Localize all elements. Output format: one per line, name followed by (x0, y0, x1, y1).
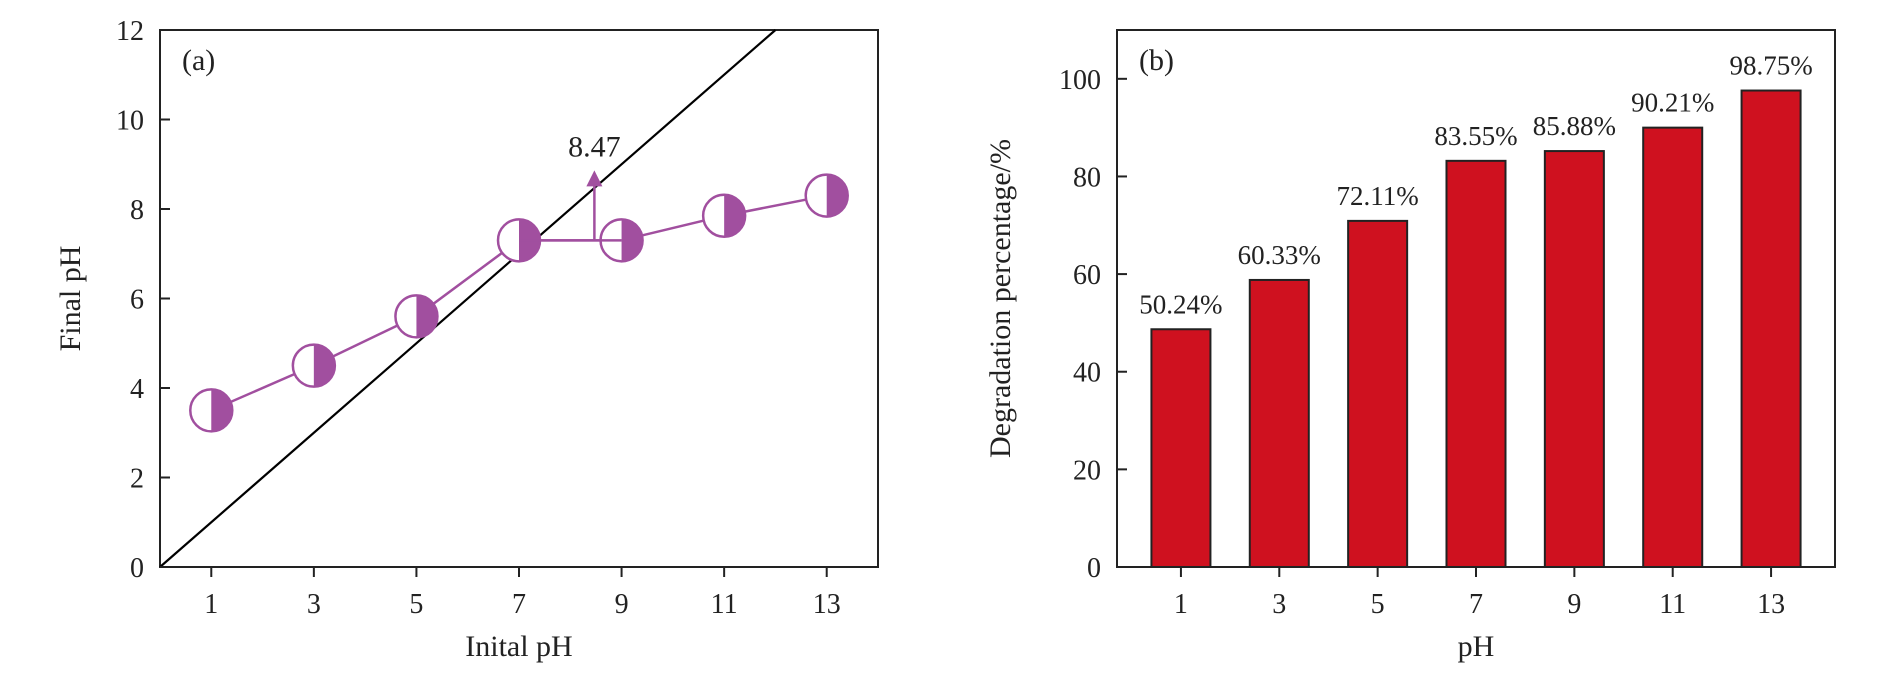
bar-data-label: 85.88% (1533, 111, 1616, 141)
x-tick-label: 1 (204, 589, 218, 620)
x-tick-label: 3 (1272, 589, 1286, 620)
data-point (291, 343, 337, 388)
data-point-fill (826, 174, 848, 217)
bar-data-label: 72.11% (1337, 181, 1419, 211)
panel-b-x-axis-label: pH (1458, 630, 1495, 663)
y-tick-label: 12 (116, 16, 144, 47)
panel-a-y-axis-label: Final pH (54, 246, 87, 352)
reference-line-group (159, 29, 777, 568)
y-tick-label: 40 (1073, 358, 1101, 389)
data-point (804, 173, 849, 218)
y-tick-label: 80 (1073, 162, 1101, 193)
x-tick-label: 5 (1371, 589, 1385, 620)
x-tick-label: 1 (1174, 589, 1188, 620)
degradation-bars (1150, 89, 1802, 569)
panel-b-y-axis-label: Degradation percentage/% (984, 139, 1017, 458)
annotation-text: 8.47 (568, 130, 621, 163)
x-tick-label: 5 (409, 589, 423, 620)
y-tick-label: 6 (130, 285, 144, 316)
bar (1543, 150, 1605, 568)
data-point-fill (621, 219, 643, 262)
panel-b-label: (b) (1139, 44, 1174, 77)
panel-a-plot-frame (159, 29, 879, 568)
x-tick-label: 7 (1469, 589, 1483, 620)
annotation-group: 8.47 (519, 130, 622, 242)
x-tick-label: 9 (615, 589, 629, 620)
annotation-arrowhead (586, 170, 603, 187)
panel-b-y-axis-ticks: 0 20 40 60 80 100 (1059, 65, 1127, 584)
panel-a-y-axis-ticks: 0 2 4 6 8 10 12 (116, 16, 170, 584)
x-tick-label: 3 (307, 589, 321, 620)
bar-data-label: 90.21% (1631, 88, 1714, 118)
y-tick-label: 4 (130, 374, 144, 405)
x-tick-label: 7 (512, 589, 526, 620)
panel-a-x-axis-label: Inital pH (465, 630, 572, 663)
y-tick-label: 0 (1087, 553, 1101, 584)
y-tick-label: 8 (130, 195, 144, 226)
x-tick-label: 9 (1567, 589, 1581, 620)
data-point (394, 294, 439, 339)
final-ph-series (189, 173, 849, 433)
data-point (189, 388, 234, 433)
data-point-fill (211, 389, 233, 432)
y-tick-label: 60 (1073, 260, 1101, 291)
y-tick-label: 0 (130, 553, 144, 584)
bar-data-label: 83.55% (1434, 121, 1517, 151)
bar-data-label: 60.33% (1238, 240, 1321, 270)
bar (1248, 278, 1310, 568)
panel-b-degradation-chart: 50.24% 60.33% 72.11% 83.55% 85.88% 90.21% 98.7… (984, 29, 1836, 663)
y-tick-label: 2 (130, 464, 144, 495)
x-tick-label: 13 (813, 589, 841, 620)
y-tick-label: 10 (116, 106, 144, 137)
bar (1347, 219, 1409, 568)
panel-a-x-axis-ticks: 1 3 5 7 9 11 13 (204, 567, 841, 620)
y-tick-label: 20 (1073, 455, 1101, 486)
x-tick-label: 13 (1757, 589, 1785, 620)
data-point-fill (313, 344, 335, 387)
bar (1642, 126, 1704, 569)
panel-a-label: (a) (182, 44, 215, 77)
bar-data-label: 98.75% (1729, 51, 1812, 81)
panel-b-x-axis-ticks: 1 3 5 7 9 11 13 (1174, 567, 1785, 620)
x-tick-label: 11 (1659, 589, 1686, 620)
data-point-fill (724, 194, 746, 237)
y-tick-label: 100 (1059, 65, 1101, 96)
bar (1150, 328, 1212, 569)
data-point-fill (416, 295, 438, 338)
x-tick-label: 11 (711, 589, 738, 620)
degradation-data-labels: 50.24% 60.33% 72.11% 83.55% 85.88% 90.21% 98.7… (1139, 51, 1812, 320)
bar-data-label: 50.24% (1139, 289, 1222, 319)
data-point (701, 193, 747, 238)
bar (1445, 159, 1507, 568)
reference-line (159, 29, 777, 568)
bar (1740, 89, 1802, 568)
